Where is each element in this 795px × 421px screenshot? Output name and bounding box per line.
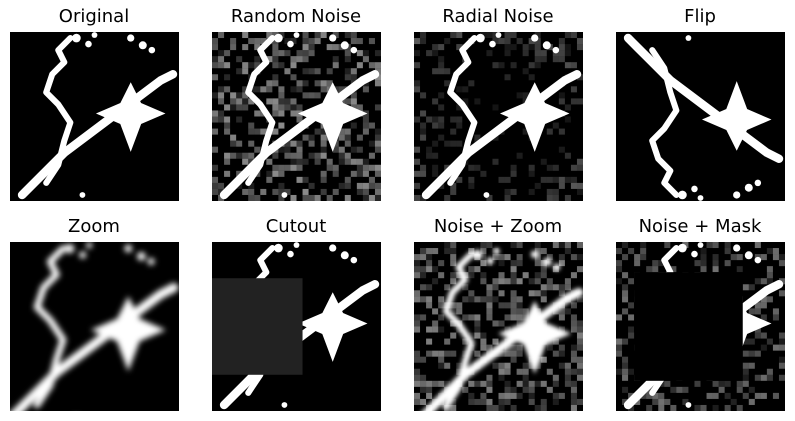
noise-mask-image — [616, 242, 785, 411]
panel-title-noise-mask: Noise + Mask — [638, 216, 762, 237]
panel-title-zoom: Zoom — [68, 216, 120, 237]
random-noise-image — [212, 32, 381, 201]
panel-title-cutout: Cutout — [265, 216, 327, 237]
zoom-image — [10, 242, 179, 411]
panel-title-original: Original — [58, 6, 130, 27]
panel-title-radial-noise: Radial Noise — [442, 6, 554, 27]
cutout-image — [212, 242, 381, 411]
flip-image — [616, 32, 785, 201]
panel-title-flip: Flip — [684, 6, 716, 27]
radial-noise-image — [414, 32, 583, 201]
original-image — [10, 32, 179, 201]
noise-zoom-image — [414, 242, 583, 411]
panel-title-noise-zoom: Noise + Zoom — [433, 216, 563, 237]
panel-title-random-noise: Random Noise — [230, 6, 362, 27]
